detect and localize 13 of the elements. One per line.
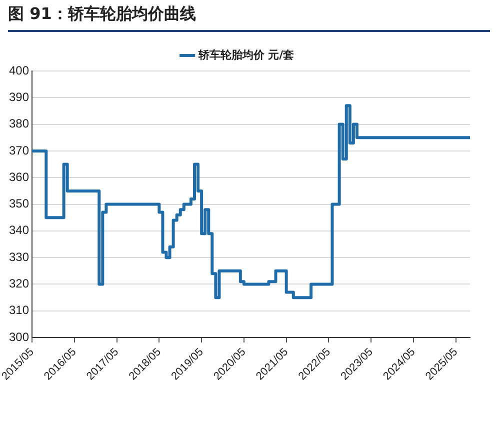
y-tick-label: 400 bbox=[8, 63, 30, 78]
legend-label: 轿车轮胎均价 元/套 bbox=[197, 48, 294, 62]
y-tick-label: 330 bbox=[8, 250, 30, 264]
y-tick-label: 320 bbox=[8, 276, 30, 291]
chart-title: 图 91：轿车轮胎均价曲线 bbox=[8, 4, 490, 32]
y-tick-label: 350 bbox=[8, 196, 30, 211]
y-tick-label: 310 bbox=[8, 303, 30, 318]
y-tick-label: 300 bbox=[8, 330, 30, 344]
y-tick-label: 370 bbox=[8, 143, 30, 158]
y-tick-label: 340 bbox=[8, 223, 30, 238]
y-tick-label: 390 bbox=[8, 90, 30, 104]
y-tick-label: 380 bbox=[8, 116, 30, 131]
y-tick-label: 360 bbox=[8, 170, 30, 184]
